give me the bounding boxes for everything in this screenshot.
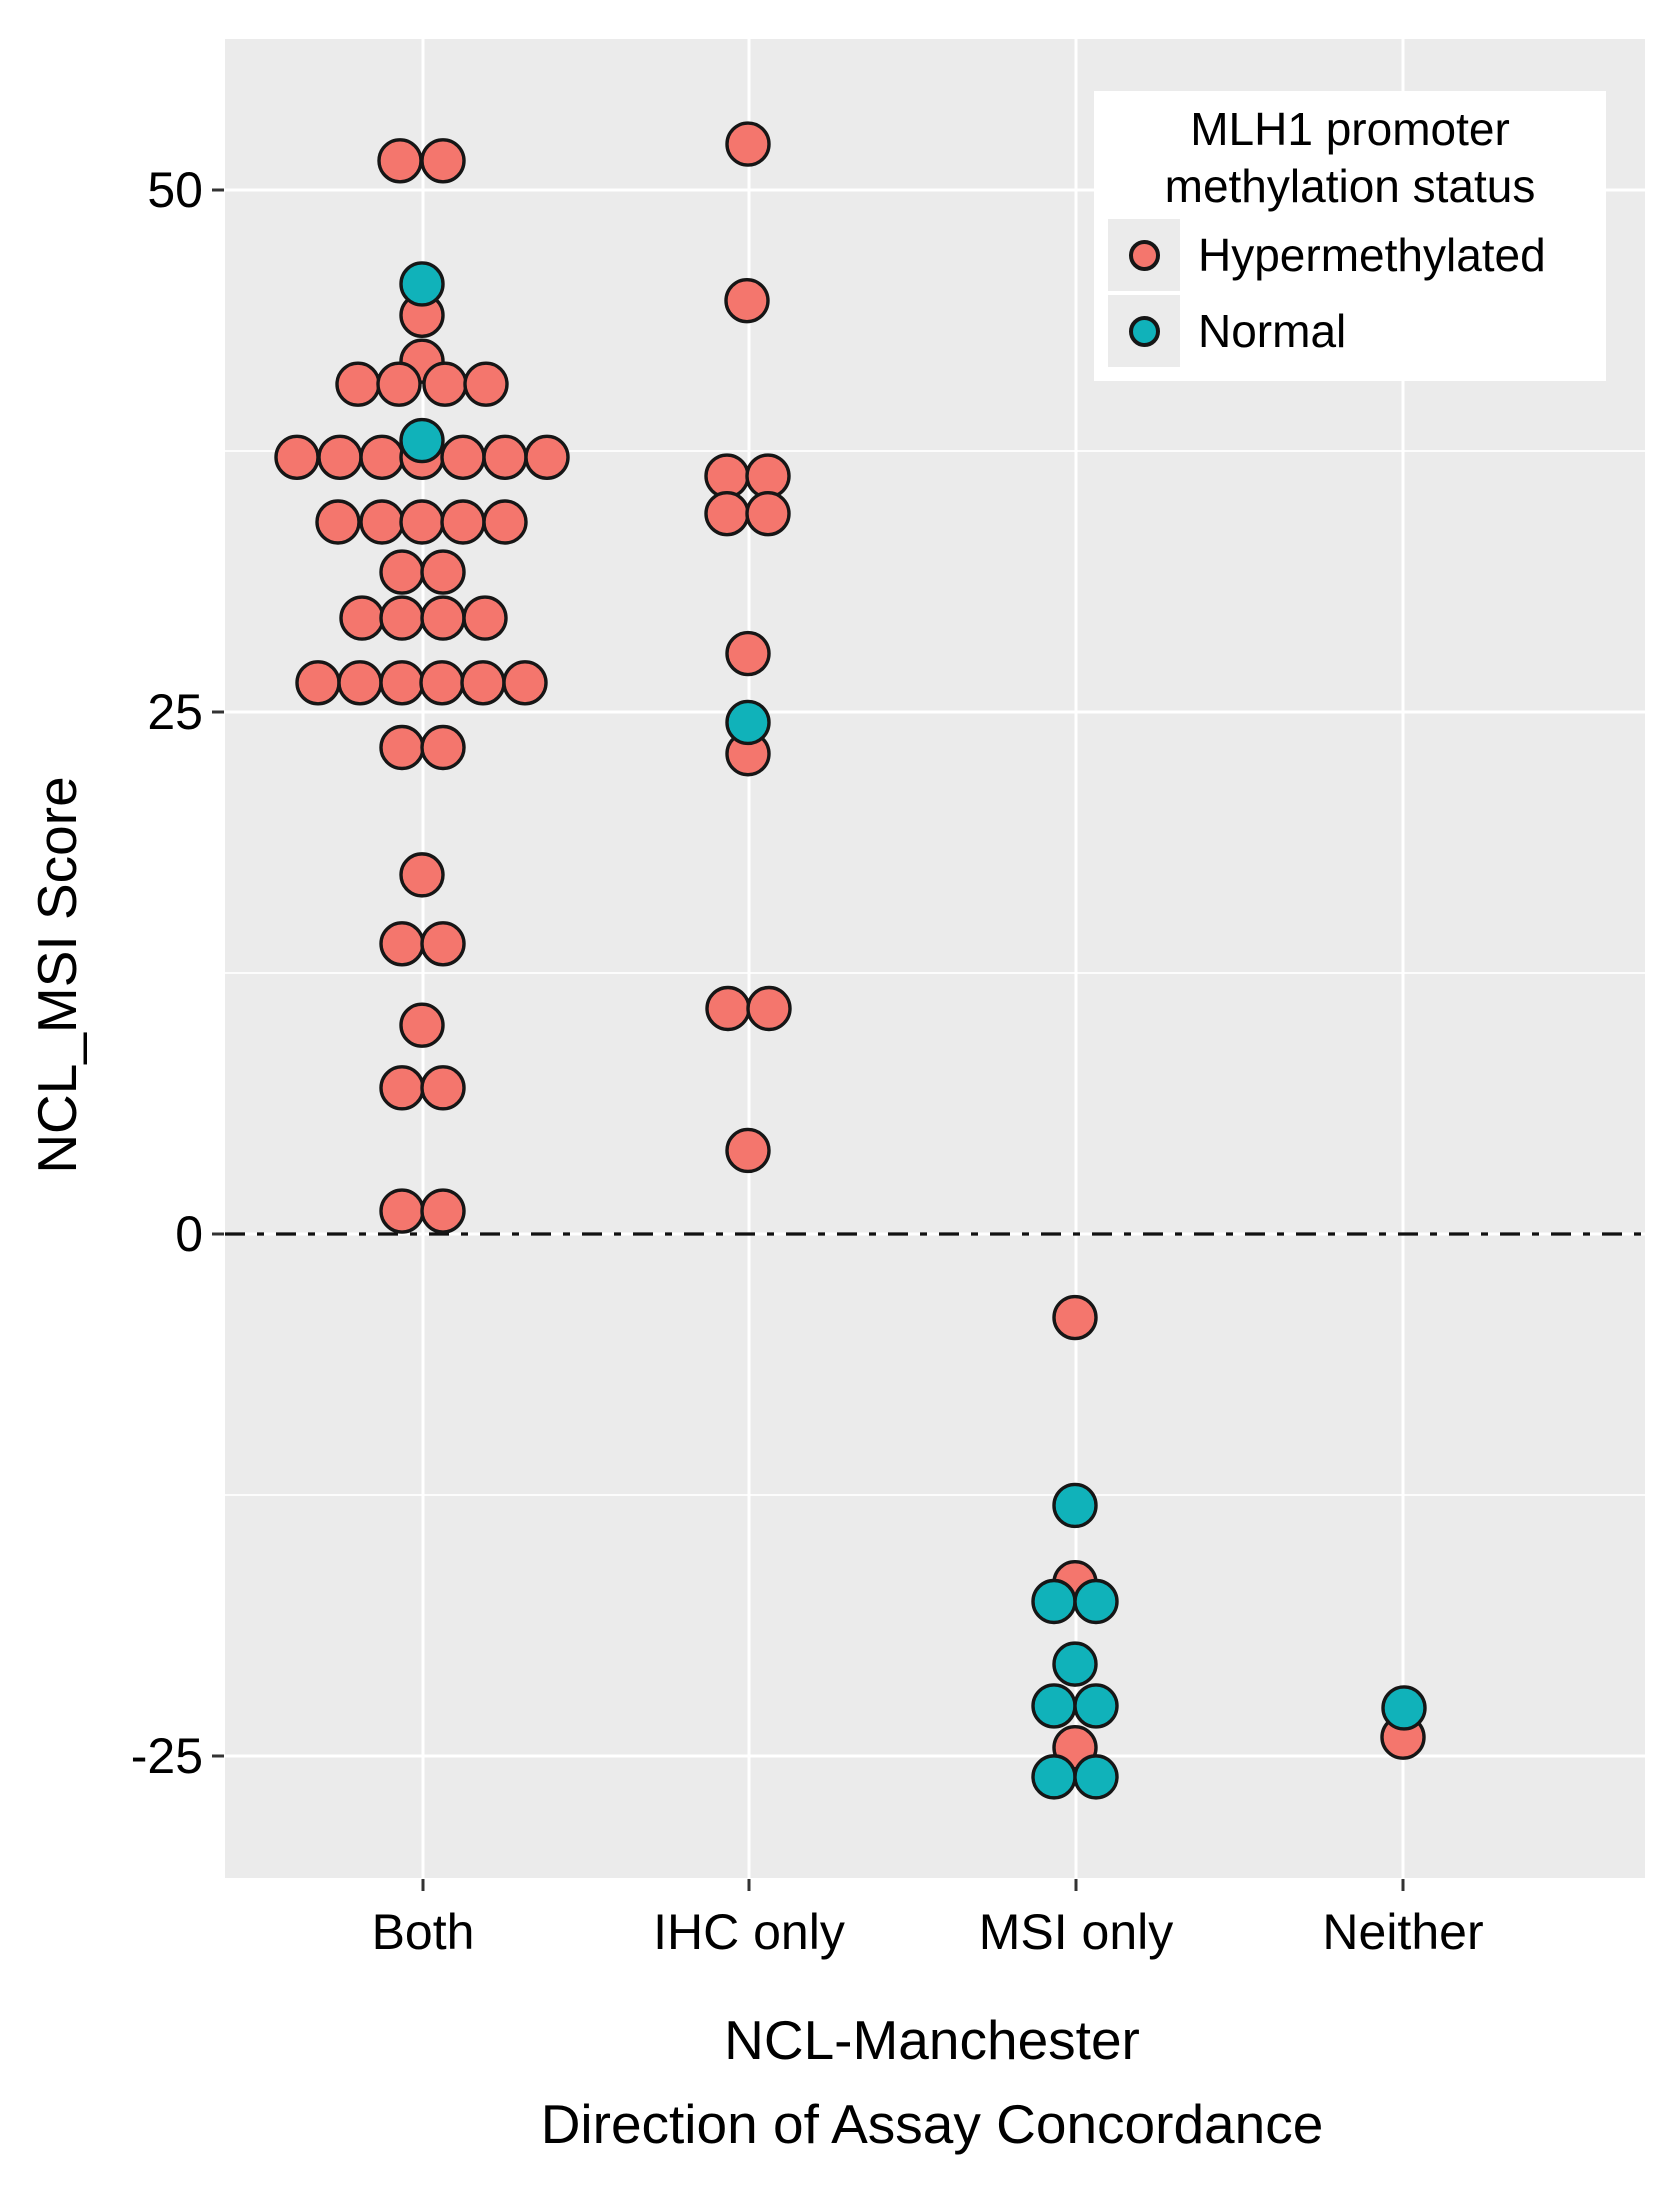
data-point-hypermethylated [420,921,466,967]
y-tick-label: -25 [131,1728,203,1784]
legend-label-hypermethylated: Hypermethylated [1198,229,1546,281]
data-point-hypermethylated [725,630,771,677]
data-point-hypermethylated [399,1002,445,1048]
x-tick-label: Neither [1322,1904,1483,1960]
x-tick-label: Both [372,1904,475,1960]
data-point-normal [1381,1685,1427,1731]
data-point-hypermethylated [317,434,363,480]
data-point-hypermethylated [274,434,320,480]
data-point-hypermethylated [420,595,466,641]
legend-title-line1: MLH1 promoter [1190,103,1510,155]
data-point-hypermethylated [379,1188,425,1234]
data-point-hypermethylated [379,724,425,771]
data-point-hypermethylated [463,361,509,407]
data-point-hypermethylated [315,499,361,545]
x-axis-title-line1: NCL-Manchester [724,2009,1140,2071]
x-tick-label: MSI only [979,1904,1174,1960]
y-axis-title: NCL_MSI Score [26,776,88,1174]
data-point-hypermethylated [420,1065,466,1111]
data-point-normal [1073,1683,1119,1729]
data-point-hypermethylated [339,595,385,641]
x-tick-label: IHC only [653,1904,845,1960]
data-point-normal [725,699,771,746]
data-point-hypermethylated [359,499,405,545]
data-point-normal [399,261,445,307]
legend-title: MLH1 promoter methylation status [1094,101,1606,215]
y-tick-label: 50 [147,162,203,218]
data-point-hypermethylated [420,549,466,595]
data-point-hypermethylated [440,434,486,480]
data-point-normal [1031,1754,1077,1800]
y-tick-label: 0 [175,1206,203,1262]
legend: MLH1 promoter methylation status Hyperme… [1094,91,1606,381]
data-point-hypermethylated [377,138,423,184]
data-point-hypermethylated [482,434,528,480]
data-point-hypermethylated [462,595,508,641]
data-point-hypermethylated [359,434,405,480]
data-point-hypermethylated [335,361,381,407]
legend-entry-normal: Normal [1108,295,1606,367]
data-point-hypermethylated [419,660,465,706]
data-point-normal [1073,1754,1119,1800]
data-point-hypermethylated [376,361,422,407]
data-point-normal [1052,1482,1098,1529]
data-point-normal [1073,1578,1119,1625]
data-point-hypermethylated [724,277,770,324]
data-point-hypermethylated [420,138,466,184]
data-point-hypermethylated [745,490,791,537]
data-point-hypermethylated [379,595,425,641]
data-point-normal [1031,1578,1077,1625]
data-point-hypermethylated [295,660,341,706]
hypermethylated-dot-icon [1128,239,1160,271]
data-point-hypermethylated [379,921,425,967]
data-point-hypermethylated [379,549,425,595]
normal-dot-icon [1128,315,1160,347]
data-point-hypermethylated [524,434,570,480]
legend-key-box [1108,219,1180,291]
data-point-hypermethylated [399,499,445,545]
data-point-hypermethylated [746,985,792,1032]
data-point-hypermethylated [399,852,445,898]
x-axis-title-line2: Direction of Assay Concordance [540,2093,1324,2155]
data-point-normal [399,417,445,464]
data-point-hypermethylated [460,660,506,706]
data-point-hypermethylated [502,660,548,706]
data-point-hypermethylated [420,1188,466,1234]
legend-key-box [1108,295,1180,367]
data-point-hypermethylated [704,453,750,499]
data-point-hypermethylated [337,660,383,706]
data-point-hypermethylated [420,724,466,771]
data-point-hypermethylated [379,1065,425,1111]
data-point-normal [1031,1683,1077,1729]
legend-label-normal: Normal [1198,305,1347,357]
data-point-hypermethylated [379,660,425,706]
y-tick-label: 25 [147,684,203,740]
data-point-hypermethylated [482,499,528,545]
data-point-normal [1052,1641,1098,1687]
data-point-hypermethylated [725,121,771,167]
data-point-hypermethylated [705,985,751,1032]
data-point-hypermethylated [422,361,468,407]
data-point-hypermethylated [440,499,486,545]
data-point-hypermethylated [745,453,791,499]
data-point-hypermethylated [704,490,750,537]
legend-entry-hypermethylated: Hypermethylated [1108,219,1606,291]
legend-title-line2: methylation status [1164,160,1536,212]
data-point-hypermethylated [725,1127,771,1174]
data-point-hypermethylated [1052,1294,1098,1341]
